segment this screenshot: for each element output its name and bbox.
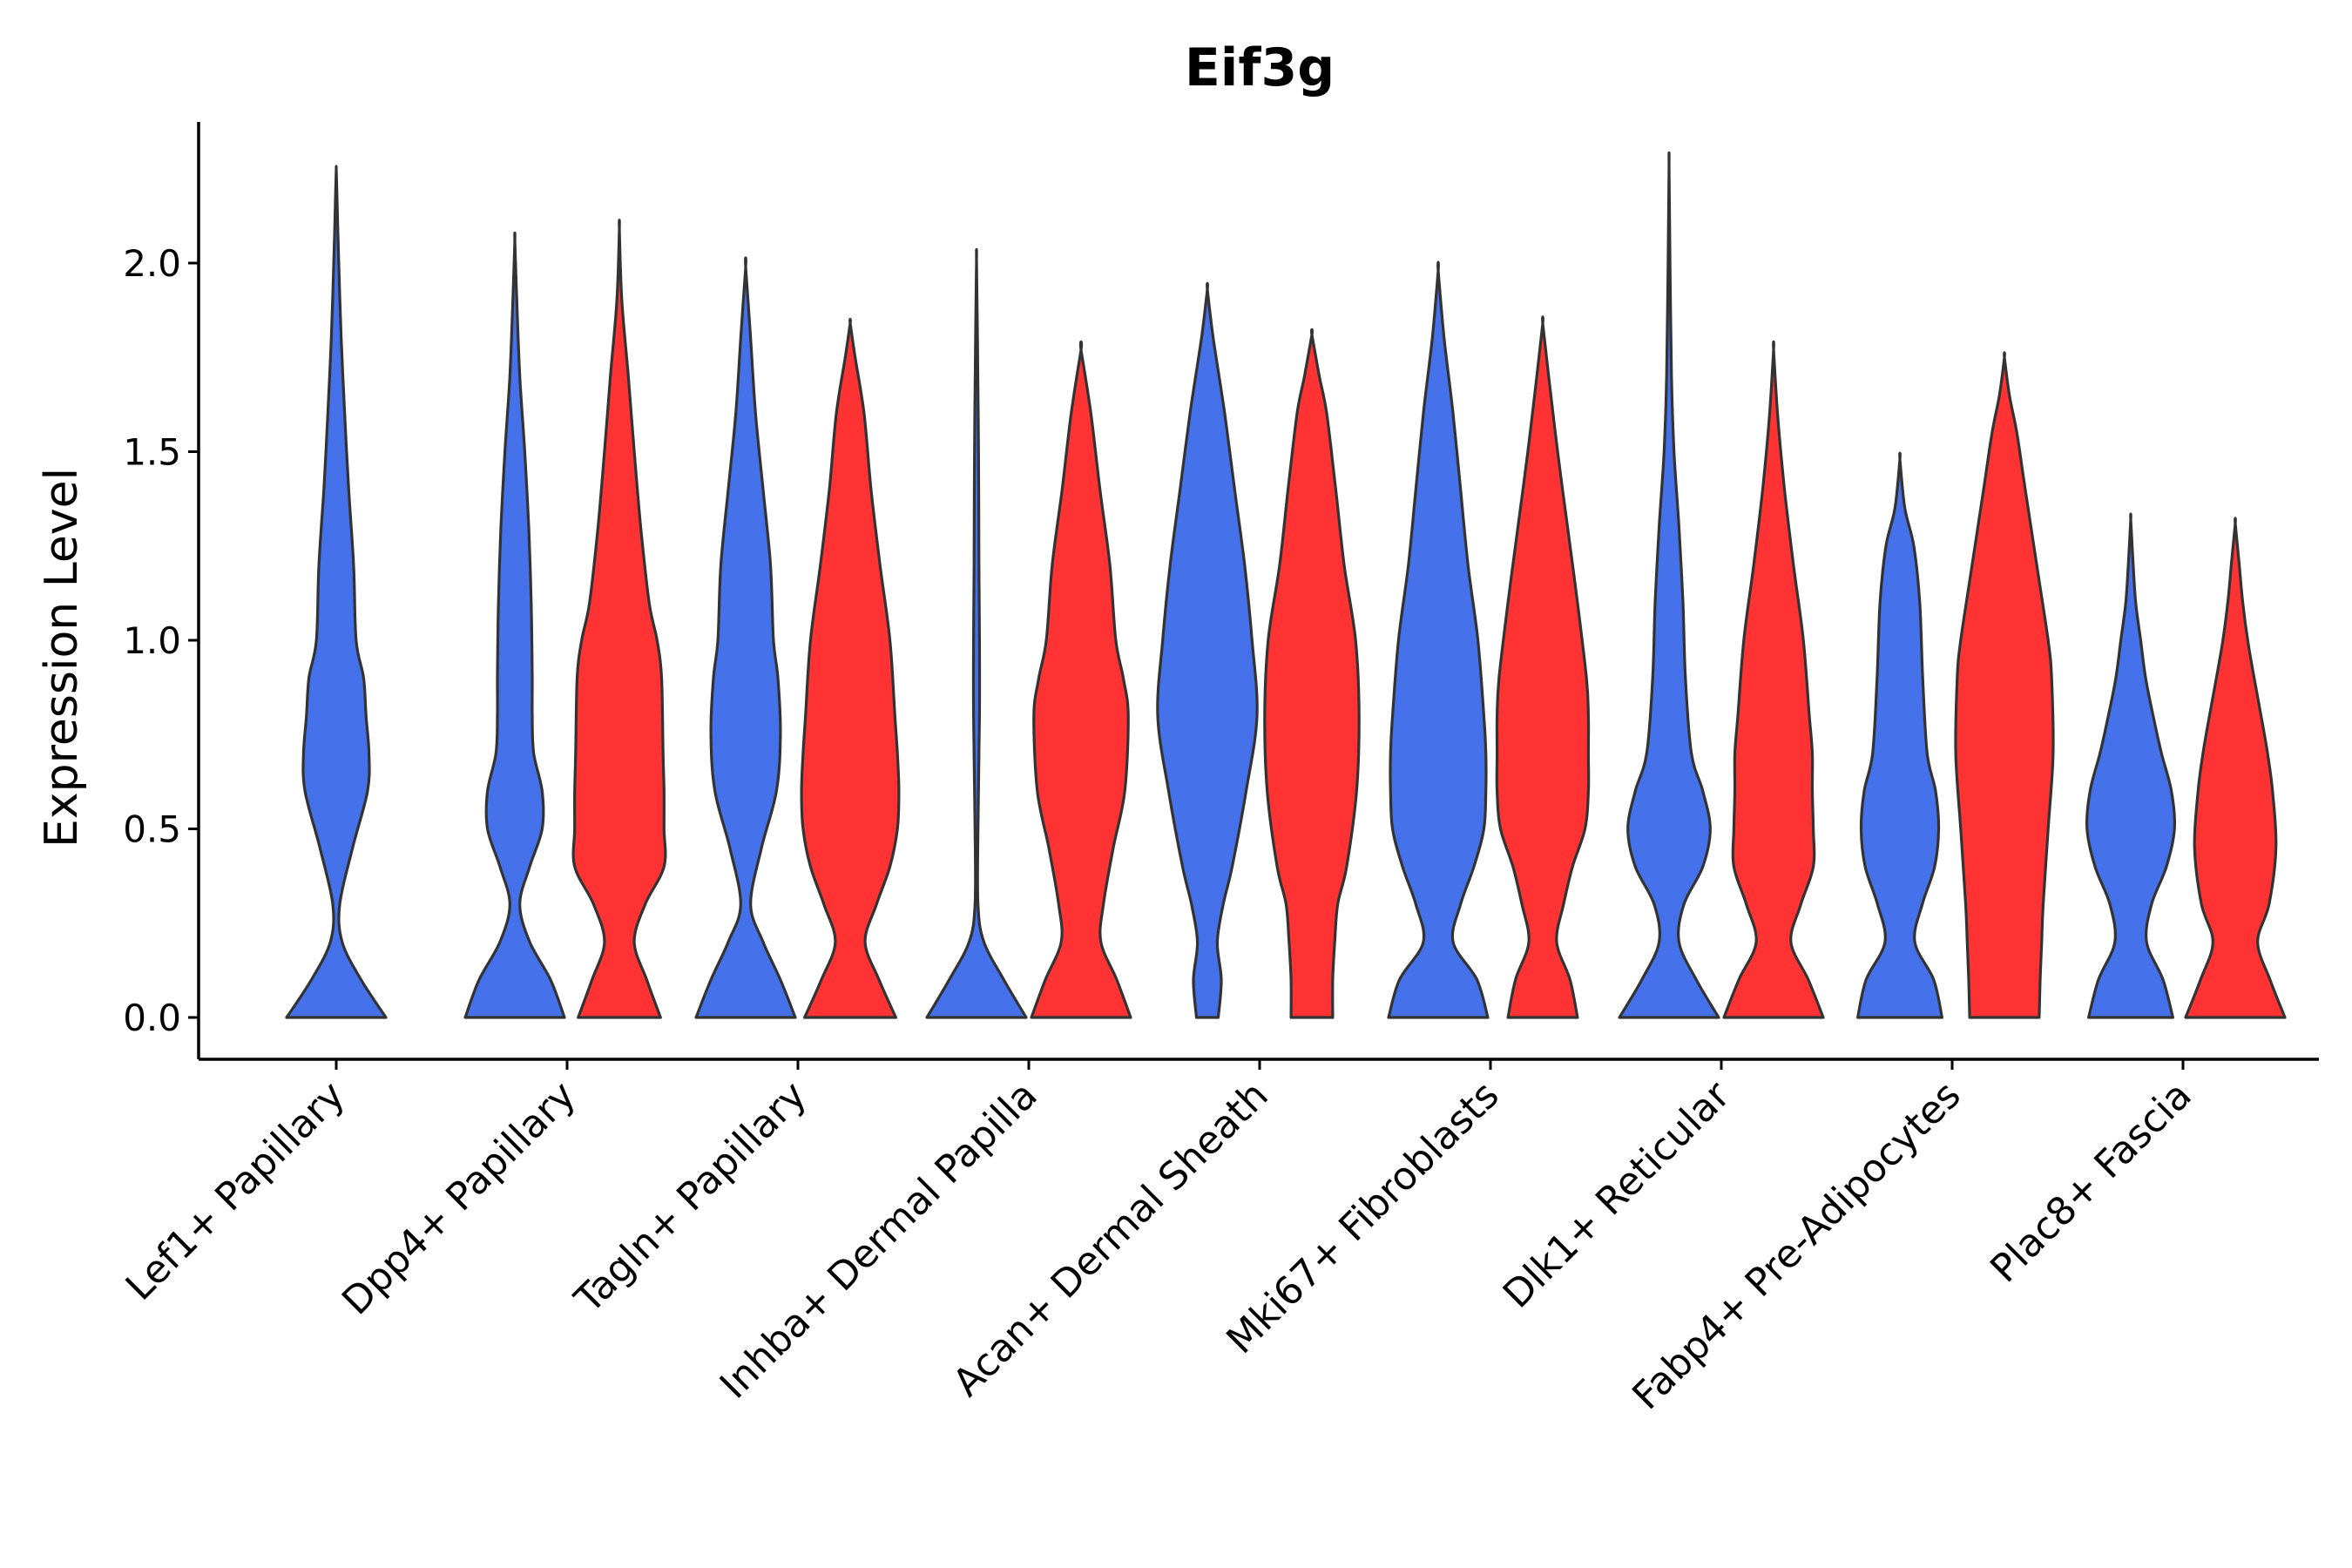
y-tick-label: 0.5 [123,808,181,851]
violin-group_a [1158,283,1257,1017]
violin-group_b [1497,317,1588,1017]
violin-group_a [465,233,564,1017]
y-tick-label: 1.5 [123,431,181,474]
violin-chart: Eif3g Expression Level 0.0 0.5 1.0 1.5 2.0 L… [0,0,2352,1568]
violin-layer [287,152,2285,1017]
violin-group_b [801,319,899,1017]
violin-group_b [1031,341,1131,1017]
violin-group_a [1389,262,1488,1017]
y-axis-ticks: 0.0 0.5 1.0 1.5 2.0 [123,242,199,1039]
x-tick-label: Dlk1+ Reticular [1495,1072,1740,1317]
violin-group_b [1265,329,1359,1017]
y-tick-label: 0.0 [123,997,181,1039]
x-tick-label: Plac8+ Fascia [1982,1073,2200,1292]
violin-group_b [2186,518,2285,1017]
y-tick-label: 2.0 [123,242,181,285]
violin-group_b [1724,341,1823,1017]
violin-group_a [287,166,386,1017]
x-tick-label: Lef1+ Papillary [118,1073,354,1309]
violin-group_a [1619,152,1719,1017]
violin-group_a [1858,453,1943,1017]
violin-group_a [2087,514,2175,1017]
y-axis-label: Expression Level [36,468,88,848]
violin-group_a [696,258,795,1017]
x-tick-label: Tagln+ Papillary [566,1073,815,1322]
chart-title: Eif3g [1185,37,1335,98]
x-tick-label: Dpp4+ Papillary [334,1073,585,1324]
violin-group_a [927,249,1026,1017]
violin-group_b [573,220,666,1017]
y-tick-label: 1.0 [123,619,181,662]
violin-group_b [1956,353,2053,1017]
